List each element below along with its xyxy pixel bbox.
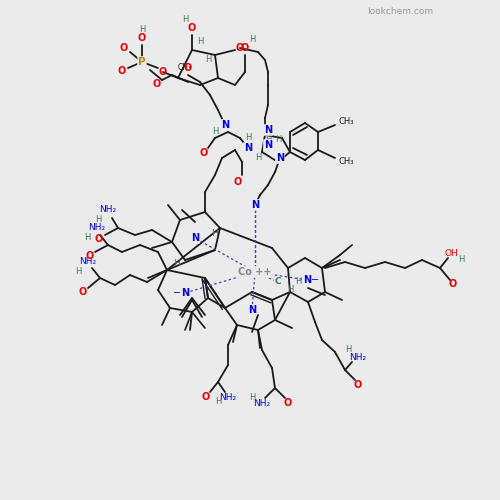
Text: H: H <box>212 228 218 237</box>
Text: N: N <box>248 305 256 315</box>
Text: N: N <box>264 140 272 150</box>
Text: O: O <box>202 392 210 402</box>
Text: O: O <box>200 148 208 158</box>
Text: O: O <box>95 234 103 244</box>
Text: H: H <box>249 392 255 402</box>
Text: O: O <box>86 251 94 261</box>
Text: N: N <box>244 143 252 153</box>
Text: H: H <box>95 214 101 224</box>
Text: O: O <box>138 33 146 43</box>
Text: H: H <box>245 134 251 142</box>
Text: OH: OH <box>444 250 458 258</box>
Text: H: H <box>205 56 211 64</box>
Text: P: P <box>138 57 146 67</box>
Text: H: H <box>182 16 188 24</box>
Text: N: N <box>251 200 259 210</box>
Text: N: N <box>264 125 272 135</box>
Text: O: O <box>153 79 161 89</box>
Text: O: O <box>118 66 126 76</box>
Text: lookchem.com: lookchem.com <box>367 8 433 16</box>
Text: H: H <box>75 268 81 276</box>
Text: H: H <box>249 36 255 44</box>
Text: O: O <box>188 23 196 33</box>
Text: O: O <box>120 43 128 53</box>
Text: H: H <box>212 128 218 136</box>
Text: NH₂: NH₂ <box>220 394 236 402</box>
Text: N: N <box>303 275 311 285</box>
Text: H: H <box>275 136 281 144</box>
Text: O: O <box>159 67 167 77</box>
Text: O: O <box>241 43 249 53</box>
Text: N: N <box>191 233 199 243</box>
Text: O: O <box>449 279 457 289</box>
Text: H: H <box>255 154 261 162</box>
Text: H: H <box>287 286 293 294</box>
Text: NH₂: NH₂ <box>254 400 270 408</box>
Text: H: H <box>345 346 351 354</box>
Text: H: H <box>139 26 145 35</box>
Text: N: N <box>276 153 284 163</box>
Text: CH₃: CH₃ <box>178 64 192 72</box>
Text: Co ++: Co ++ <box>238 267 272 277</box>
Text: O: O <box>234 177 242 187</box>
Text: O: O <box>79 287 87 297</box>
Text: NH₂: NH₂ <box>80 258 96 266</box>
Text: H: H <box>265 136 271 144</box>
Text: H: H <box>197 38 203 46</box>
Text: N: N <box>181 288 189 298</box>
Text: O: O <box>354 380 362 390</box>
Text: O: O <box>236 43 244 53</box>
Text: H: H <box>172 258 180 268</box>
Text: CH₃: CH₃ <box>338 118 354 126</box>
Text: NH₂: NH₂ <box>350 354 366 362</box>
Text: O: O <box>184 63 192 73</box>
Text: −: − <box>173 288 181 298</box>
Text: H: H <box>84 232 90 241</box>
Text: H: H <box>295 278 301 286</box>
Text: NH₂: NH₂ <box>100 206 116 214</box>
Text: O: O <box>284 398 292 408</box>
Text: CH₃: CH₃ <box>338 158 354 166</box>
Text: N: N <box>221 120 229 130</box>
Text: H: H <box>458 256 464 264</box>
Text: −: − <box>311 275 319 285</box>
Text: H: H <box>215 398 221 406</box>
Text: NH₂: NH₂ <box>88 224 106 232</box>
Text: C: C <box>274 278 281 286</box>
